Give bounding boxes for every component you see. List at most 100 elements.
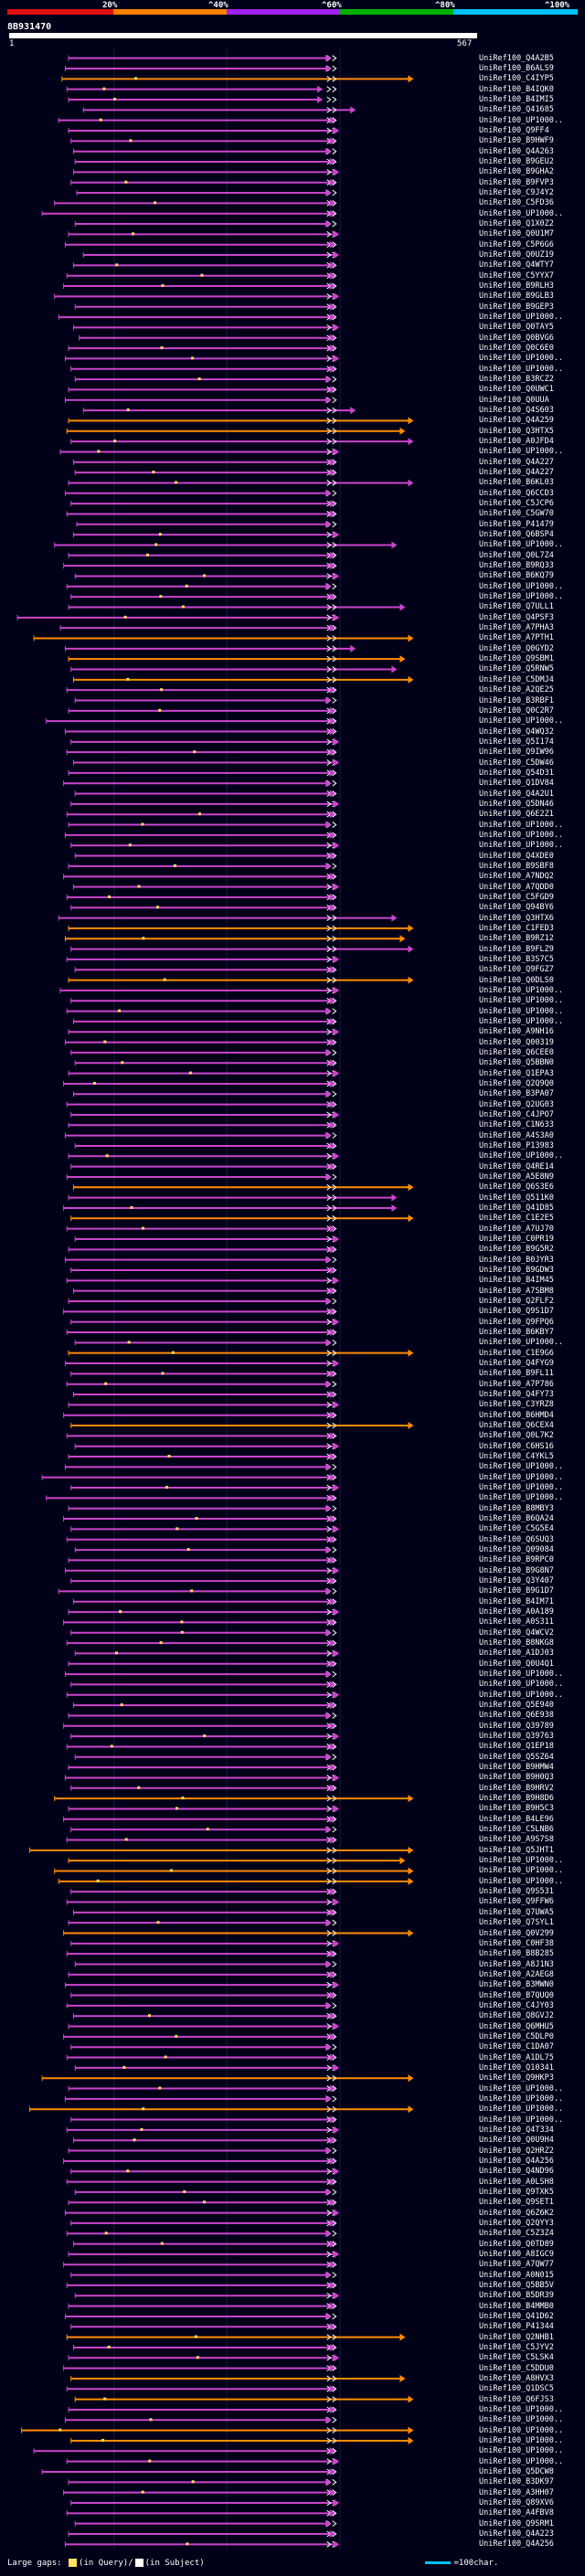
hit-label[interactable]: UniRef100_UP1000.. — [479, 208, 564, 218]
hit-row[interactable] — [66, 2457, 340, 2465]
hit-row[interactable] — [74, 696, 337, 705]
hit-row[interactable] — [72, 2240, 337, 2248]
hit-row[interactable] — [68, 417, 414, 425]
hit-row[interactable] — [33, 2447, 337, 2455]
hit-label[interactable]: UniRef100_B9RQ33 — [479, 561, 554, 571]
hit-label[interactable]: UniRef100_UP1000.. — [479, 2425, 564, 2435]
hit-row[interactable] — [68, 386, 337, 394]
hit-row[interactable] — [63, 1411, 337, 1419]
hit-label[interactable]: UniRef100_Q0TD89 — [479, 2239, 554, 2249]
hit-row[interactable] — [64, 2094, 337, 2103]
hit-label[interactable]: UniRef100_Q4A2B5 — [479, 53, 554, 63]
hit-row[interactable] — [72, 2343, 337, 2351]
hit-row[interactable] — [63, 1308, 337, 1316]
hit-label[interactable]: UniRef100_B4IM45 — [479, 1276, 554, 1286]
hit-label[interactable]: UniRef100_Q9FFW6 — [479, 1897, 554, 1907]
hit-label[interactable]: UniRef100_Q9HKP3 — [479, 2073, 554, 2083]
hit-label[interactable]: UniRef100_UP1000.. — [479, 1866, 564, 1876]
hit-row[interactable] — [68, 1504, 337, 1512]
hit-label[interactable]: UniRef100_A5E8N9 — [479, 1171, 554, 1182]
hit-label[interactable]: UniRef100_Q6SUQ3 — [479, 1534, 554, 1544]
hit-label[interactable]: UniRef100_C0HF38 — [479, 1938, 554, 1948]
hit-label[interactable]: UniRef100_Q5RNW5 — [479, 664, 554, 674]
hit-row[interactable] — [70, 2498, 340, 2507]
hit-label[interactable]: UniRef100_Q4WQ32 — [479, 726, 554, 737]
hit-row[interactable] — [66, 85, 337, 93]
hit-label[interactable]: UniRef100_Q2UG03 — [479, 1099, 554, 1109]
hit-row[interactable] — [76, 189, 337, 197]
hit-row[interactable] — [64, 1981, 340, 1989]
hit-row[interactable] — [68, 230, 340, 239]
hit-row[interactable] — [64, 2209, 340, 2217]
hit-label[interactable]: UniRef100_Q4A223 — [479, 2528, 554, 2539]
hit-label[interactable]: UniRef100_Q00319 — [479, 1037, 554, 1047]
hit-label[interactable]: UniRef100_Q9SET1 — [479, 2198, 554, 2208]
hit-label[interactable]: UniRef100_C5Z3Z4 — [479, 2229, 554, 2239]
hit-label[interactable]: UniRef100_C1N633 — [479, 1120, 554, 1130]
hit-label[interactable]: UniRef100_Q511K0 — [479, 1193, 554, 1203]
hit-label[interactable]: UniRef100_C5DMJ4 — [479, 674, 554, 684]
hit-row[interactable] — [41, 2074, 414, 2083]
hit-row[interactable] — [66, 811, 337, 819]
hit-row[interactable] — [72, 147, 337, 155]
hit-row[interactable] — [70, 2271, 337, 2279]
hit-row[interactable] — [74, 1753, 337, 1761]
hit-row[interactable] — [68, 345, 337, 353]
hit-row[interactable] — [66, 2001, 337, 2009]
hit-row[interactable] — [33, 634, 414, 642]
hit-label[interactable]: UniRef100_UP1000.. — [479, 841, 564, 851]
hit-row[interactable] — [70, 1939, 340, 1947]
hit-label[interactable]: UniRef100_Q9S531 — [479, 1887, 554, 1897]
hit-row[interactable] — [66, 2178, 337, 2186]
hit-label[interactable]: UniRef100_B6ALS9 — [479, 64, 554, 73]
hit-label[interactable]: UniRef100_A7QW77 — [479, 2260, 554, 2270]
hit-label[interactable]: UniRef100_Q1EP18 — [479, 1742, 554, 1752]
hit-row[interactable] — [68, 1121, 337, 1129]
hit-row[interactable] — [68, 1193, 398, 1202]
hit-row[interactable] — [68, 1298, 337, 1305]
hit-label[interactable]: UniRef100_Q0TAY5 — [479, 323, 554, 333]
hit-label[interactable]: UniRef100_P41344 — [479, 2322, 554, 2332]
hit-row[interactable] — [76, 520, 337, 528]
hit-label[interactable]: UniRef100_C5LNB6 — [479, 1825, 554, 1835]
hit-row[interactable] — [70, 1484, 340, 1492]
hit-label[interactable]: UniRef100_A0JFD4 — [479, 437, 554, 447]
hit-label[interactable]: UniRef100_Q6MHU5 — [479, 2021, 554, 2031]
hit-row[interactable] — [63, 1618, 337, 1627]
hit-row[interactable] — [82, 407, 356, 415]
hit-row[interactable] — [79, 334, 337, 342]
hit-row[interactable] — [66, 893, 337, 901]
hit-label[interactable]: UniRef100_B9H0Q3 — [479, 1773, 554, 1783]
hit-row[interactable] — [68, 1919, 337, 1927]
hit-row[interactable] — [64, 644, 356, 652]
hit-label[interactable]: UniRef100_UP1000.. — [479, 1680, 564, 1690]
hit-label[interactable]: UniRef100_Q09084 — [479, 1545, 554, 1555]
hit-row[interactable] — [72, 1391, 337, 1399]
hit-row[interactable] — [74, 1059, 337, 1067]
hit-row[interactable] — [68, 706, 337, 715]
hit-label[interactable]: UniRef100_A8HVX3 — [479, 2373, 554, 2383]
hit-label[interactable]: UniRef100_Q9SRM1 — [479, 2518, 554, 2528]
hit-row[interactable] — [70, 1048, 337, 1056]
hit-label[interactable]: UniRef100_B6HMD4 — [479, 1410, 554, 1420]
hit-row[interactable] — [66, 1172, 337, 1181]
hit-label[interactable]: UniRef100_Q9SBM1 — [479, 654, 554, 664]
hit-label[interactable]: UniRef100_UP1000.. — [479, 2104, 564, 2115]
hit-label[interactable]: UniRef100_Q8GVJ2 — [479, 2011, 554, 2021]
hit-label[interactable]: UniRef100_Q6S3E6 — [479, 1182, 554, 1193]
hit-label[interactable]: UniRef100_UP1000.. — [479, 985, 564, 995]
hit-label[interactable]: UniRef100_B9GEU2 — [479, 157, 554, 167]
hit-row[interactable] — [68, 54, 337, 62]
hit-row[interactable] — [29, 1846, 414, 1854]
hit-row[interactable] — [70, 1784, 337, 1792]
hit-row[interactable] — [64, 65, 337, 73]
hit-row[interactable] — [72, 1701, 337, 1710]
hit-row[interactable] — [66, 1277, 340, 1285]
hit-row[interactable] — [70, 1110, 340, 1118]
hit-row[interactable] — [68, 1712, 337, 1720]
hit-label[interactable]: UniRef100_Q4A2U1 — [479, 789, 554, 799]
hit-label[interactable]: UniRef100_B3DK97 — [479, 2477, 554, 2487]
hit-row[interactable] — [66, 1743, 337, 1751]
hit-row[interactable] — [72, 323, 340, 332]
hit-row[interactable] — [64, 1038, 337, 1046]
